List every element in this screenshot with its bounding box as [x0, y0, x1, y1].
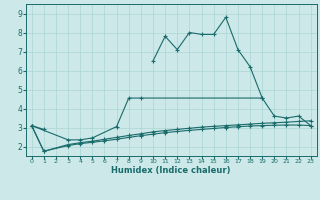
X-axis label: Humidex (Indice chaleur): Humidex (Indice chaleur) — [111, 166, 231, 175]
